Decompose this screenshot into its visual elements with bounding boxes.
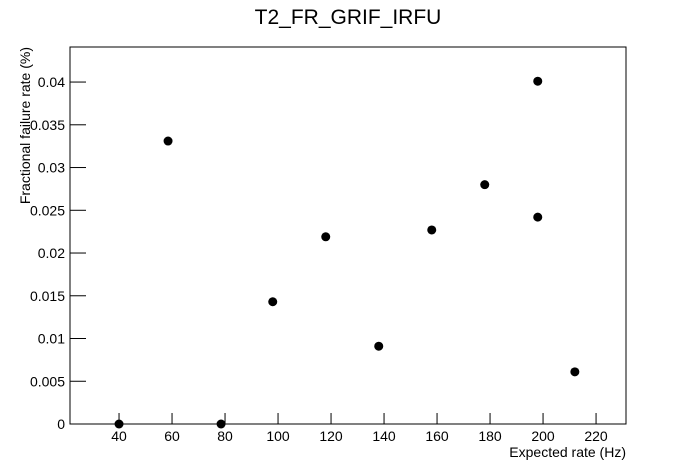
- y-tick-label: 0.005: [30, 373, 65, 389]
- data-point: [216, 419, 226, 429]
- y-tick-label: 0.025: [30, 202, 65, 218]
- y-tick-label: 0.02: [38, 245, 65, 261]
- data-point: [533, 212, 543, 222]
- x-tick-label: 80: [217, 428, 233, 444]
- x-tick-label: 120: [319, 428, 343, 444]
- x-tick-label: 180: [478, 428, 502, 444]
- y-tick-label: 0.01: [38, 331, 65, 347]
- y-tick-label: 0.035: [30, 117, 65, 133]
- y-axis-label: Fractional failure rate (%): [17, 47, 33, 204]
- data-point: [480, 180, 490, 190]
- chart-title: T2_FR_GRIF_IRFU: [255, 6, 442, 29]
- x-axis-label: Expected rate (Hz): [509, 444, 626, 460]
- data-point: [163, 136, 173, 146]
- data-point: [570, 367, 580, 377]
- data-point: [114, 419, 124, 429]
- data-point: [427, 225, 437, 235]
- data-point: [268, 297, 278, 307]
- y-tick-label: 0.03: [38, 160, 65, 176]
- plot-frame: [69, 46, 627, 425]
- x-tick-label: 40: [111, 428, 127, 444]
- data-point: [321, 232, 331, 242]
- y-tick-label: 0.015: [30, 288, 65, 304]
- data-point: [374, 341, 384, 351]
- x-tick-label: 140: [372, 428, 396, 444]
- y-tick-label: 0.04: [38, 74, 65, 90]
- x-tick-label: 160: [425, 428, 449, 444]
- x-tick-label: 220: [584, 428, 608, 444]
- x-tick-label: 60: [164, 428, 180, 444]
- x-tick-label: 100: [266, 428, 290, 444]
- data-point: [533, 76, 543, 86]
- x-tick-label: 200: [531, 428, 555, 444]
- y-tick-label: 0: [57, 416, 65, 432]
